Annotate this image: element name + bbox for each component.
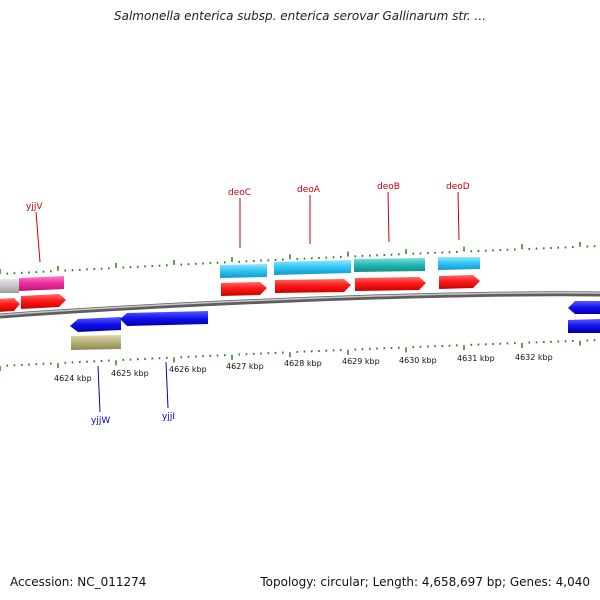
tick-label: 4629 kbp — [342, 357, 380, 366]
genome-title: Salmonella enterica subsp. enterica sero… — [114, 9, 486, 23]
tick-label: 4626 kbp — [169, 365, 207, 374]
gene-block-yjjV-category[interactable] — [19, 276, 64, 291]
tick-label: 4630 kbp — [399, 356, 437, 365]
tick-label: 4625 kbp — [111, 369, 149, 378]
gene-arrow-yjjW[interactable] — [70, 317, 121, 332]
gene-arrow-deoB[interactable] — [355, 277, 426, 291]
genome-backbone-highlight — [0, 292, 600, 316]
genome-backbone — [0, 291, 600, 319]
gene-label-yjjW[interactable]: yjjW — [91, 416, 110, 426]
category-row — [0, 257, 480, 293]
reverse-strand — [70, 301, 600, 350]
gene-label-deoD[interactable]: deoD — [446, 182, 470, 192]
axis-labels: 4624 kbp 4625 kbp 4626 kbp 4627 kbp 4628… — [54, 353, 553, 383]
gene-arrow-deoA[interactable] — [275, 279, 351, 293]
gene-arrow-deoC[interactable] — [221, 282, 267, 296]
gene-block-deoC-category[interactable] — [220, 264, 267, 278]
gene-block-reverse-right[interactable] — [568, 319, 600, 333]
tick-label: 4627 kbp — [226, 362, 264, 371]
tick-label: 4632 kbp — [515, 353, 553, 362]
gene-label-yjjV[interactable]: yjjV — [26, 202, 43, 212]
genome-stats-text: Topology: circular; Length: 4,658,697 bp… — [260, 575, 590, 589]
tick-row-top — [0, 241, 596, 275]
gene-arrow-forward[interactable] — [0, 298, 20, 312]
gene-labels: yjjV deoC deoA deoB deoD yjjW yjjI — [26, 182, 470, 426]
forward-strand — [0, 275, 480, 312]
gene-label-deoC[interactable]: deoC — [228, 188, 251, 198]
tick-label: 4624 kbp — [54, 374, 92, 383]
gene-label-deoB[interactable]: deoB — [377, 182, 400, 192]
gene-block-deoD-category[interactable] — [438, 257, 480, 270]
gene-block-yjjW-category[interactable] — [71, 335, 121, 350]
gene-block-deoA-category[interactable] — [274, 260, 351, 275]
leader-yjjW — [97, 365, 101, 413]
tick-label: 4631 kbp — [457, 354, 495, 363]
gene-arrow-deoD[interactable] — [439, 275, 480, 289]
gene-arrow-yjjV[interactable] — [21, 294, 66, 309]
leader-deoD — [457, 191, 460, 241]
label-leaders — [35, 191, 460, 413]
gene-block-deoB-category[interactable] — [354, 258, 425, 272]
gene-label-yjjI[interactable]: yjjI — [162, 412, 175, 422]
gene-block-grey[interactable] — [0, 279, 19, 293]
gene-label-deoA[interactable]: deoA — [297, 185, 321, 195]
leader-deoB — [387, 191, 390, 243]
gene-arrow-yjjI[interactable] — [120, 311, 208, 326]
leader-yjjV — [35, 211, 41, 263]
tick-row-bottom — [0, 339, 596, 371]
leader-yjjI — [165, 361, 169, 409]
gene-arrow-reverse-right[interactable] — [568, 301, 600, 314]
accession-text: Accession: NC_011274 — [10, 575, 147, 589]
tick-label: 4628 kbp — [284, 359, 322, 368]
